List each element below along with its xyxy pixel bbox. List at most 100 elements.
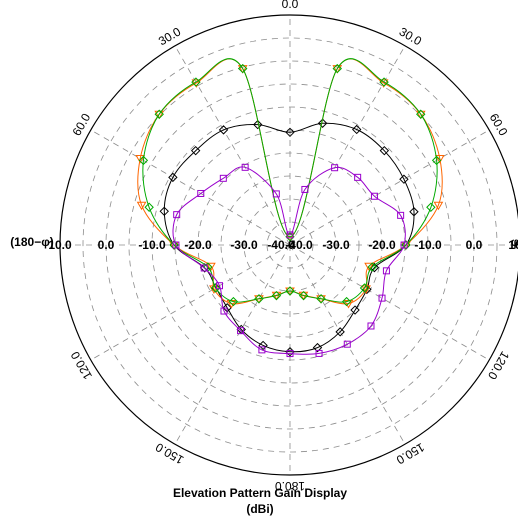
data-point [136,201,147,211]
data-point [350,305,360,315]
data-point [237,327,245,335]
angle-tick-label: 120.0 [485,349,512,382]
data-point [258,346,266,354]
data-point [316,294,326,304]
series-line [142,58,438,303]
data-point [173,211,181,219]
data-point [379,145,390,156]
data-point [359,283,370,293]
data-point [301,185,309,193]
data-point [367,322,375,330]
data-point [272,190,280,198]
data-point [317,118,328,128]
data-point [343,340,351,348]
radial-tick-label: -10.0 [414,238,442,252]
data-point [315,349,323,357]
grid-spoke [174,244,291,445]
radial-tick-label: -20.0 [368,238,396,252]
radial-tick-label: -30.0 [322,238,350,252]
data-point [258,340,268,351]
data-point [378,294,386,302]
angle-tick-label: 120.0 [68,349,95,382]
data-point [401,240,411,250]
series-line [172,166,406,355]
radial-tick-label: 10.0 [508,238,518,252]
data-point [332,65,343,74]
radial-tick-label: -20.0 [184,238,212,252]
data-point [154,110,165,120]
data-point [415,110,426,120]
data-point [286,350,294,358]
data-point [416,109,426,119]
data-point [241,163,249,171]
series-line [163,122,415,353]
angle-tick-label: 60.0 [487,111,511,139]
angle-tick-label: 60.0 [70,111,94,139]
data-point [331,164,339,172]
grid-spoke [289,244,490,361]
data-point [197,189,205,197]
left-axis-label: (180−φ) [10,235,54,249]
data-point [285,233,295,242]
data-point [382,267,390,275]
data-point [370,192,378,200]
grid-spoke [90,129,291,246]
radial-tick-label: -10.0 [138,238,166,252]
data-point [253,119,263,130]
data-point [154,109,164,119]
data-point [431,155,442,166]
grid-spoke [174,45,291,246]
data-point [434,155,445,164]
data-point [138,155,149,166]
data-point [215,282,223,290]
grid-ring [82,37,498,453]
data-point [254,294,264,304]
data-point [379,77,389,87]
data-point [172,241,180,249]
radial-tick-label: -40.0 [285,238,313,252]
data-point [206,262,216,272]
data-point [190,145,201,156]
grid-ring [128,83,452,407]
data-point [286,231,294,239]
data-point [335,327,345,337]
data-point [228,296,239,307]
data-point [218,125,229,135]
data-point [409,207,419,217]
data-point [400,241,408,249]
radial-tick-label: -40.0 [267,238,295,252]
data-point [285,127,295,138]
data-point [200,264,208,272]
data-point [399,174,409,184]
grid-spoke [90,244,291,361]
data-point [237,65,248,74]
radial-tick-label: 10.0 [48,238,72,252]
data-point [238,63,248,74]
angle-tick-label: 150.0 [153,440,186,467]
chart-title: Elevation Pattern Gain Display [173,486,347,500]
polar-grid [59,14,518,476]
radial-tick-label: 0.0 [98,238,115,252]
angle-tick-label: 30.0 [397,25,425,49]
grid-spoke [289,129,490,246]
data-point [135,155,146,164]
data-point [354,173,362,181]
grid-ring [105,60,475,430]
series-4 [172,163,408,358]
data-point [433,201,444,211]
data-point [364,262,374,272]
data-point [341,296,352,307]
radial-tick-label: -30.0 [230,238,258,252]
data-point [144,202,154,212]
chart-subtitle: (dBi) [246,502,273,516]
data-point [397,211,405,219]
angle-tick-label: 0.0 [282,0,299,11]
data-point [168,172,178,183]
data-point [159,206,169,217]
series-layer [135,58,445,358]
data-point [191,77,201,87]
angle-tick-label: 150.0 [394,440,427,467]
data-point [271,290,282,301]
right-axis-label: φ [511,235,518,249]
